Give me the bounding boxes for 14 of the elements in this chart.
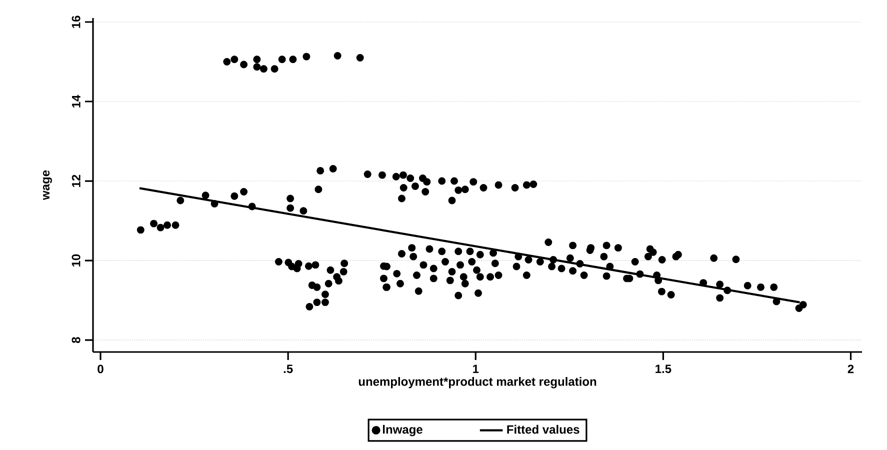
- x-tick-label: .5: [284, 364, 293, 374]
- y-axis-title: wage: [42, 170, 52, 200]
- y-tick-label: 10: [72, 254, 80, 266]
- x-tick-label: 2: [848, 364, 854, 374]
- legend-label: Fitted values: [507, 424, 580, 434]
- legend-label: lnwage: [383, 424, 422, 436]
- y-tick-label: 12: [72, 174, 80, 187]
- x-tick-label: 1.5: [656, 364, 672, 374]
- y-tick-label: 16: [72, 16, 80, 28]
- y-tick-label: 14: [72, 94, 80, 108]
- x-tick-label: 0: [98, 364, 104, 374]
- x-axis-title: unemployment*product market regulation: [358, 377, 596, 388]
- x-tick-label: 1: [473, 364, 479, 373]
- y-tick-label: 8: [72, 337, 80, 344]
